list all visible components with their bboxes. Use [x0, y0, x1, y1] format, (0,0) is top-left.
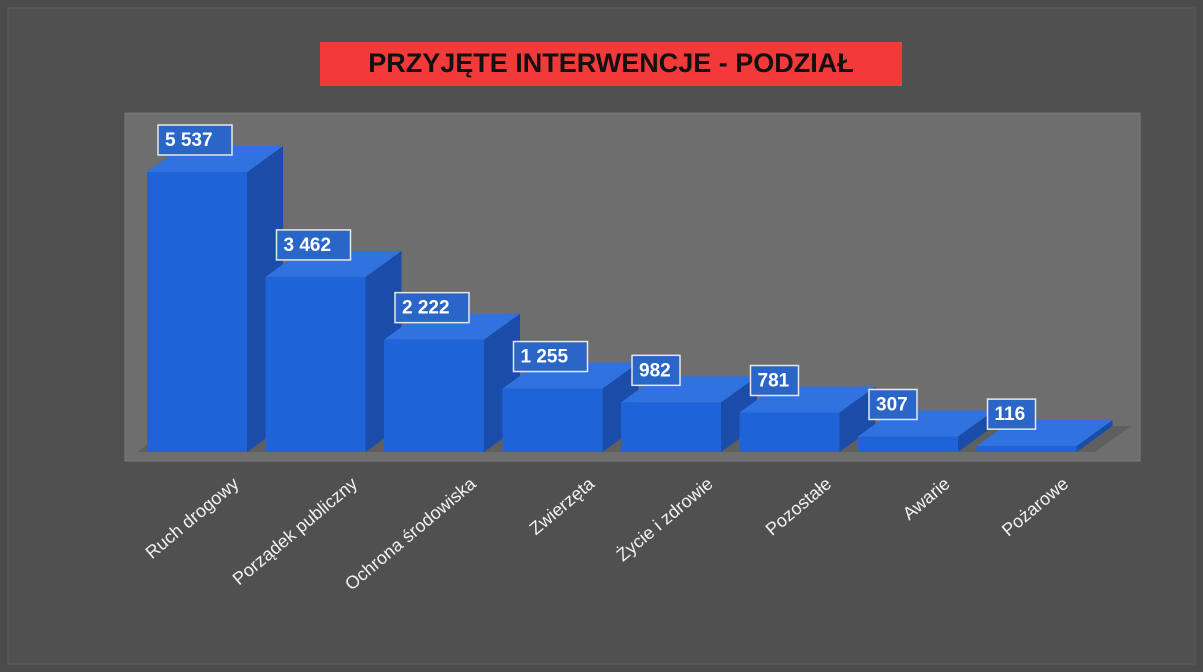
value-label: 1 255 — [521, 347, 569, 368]
bar — [858, 436, 958, 452]
value-label: 2 222 — [402, 298, 450, 319]
bar — [739, 412, 840, 452]
bar-side — [839, 386, 876, 452]
value-label-box — [275, 229, 352, 261]
bar-side — [958, 410, 994, 452]
chart-title: PRZYJĘTE INTERWENCJE - PODZIAŁ — [368, 48, 854, 78]
value-label-box — [631, 354, 681, 387]
value-label-box — [157, 124, 233, 156]
value-label-box — [749, 364, 800, 397]
value-label: 3 462 — [284, 235, 332, 256]
value-label: 982 — [639, 360, 671, 381]
value-label: 5 537 — [165, 130, 213, 151]
value-label: 307 — [876, 394, 908, 415]
bar — [384, 339, 484, 452]
value-label-box — [512, 340, 589, 373]
value-label-box — [986, 398, 1037, 430]
bar-side — [1076, 420, 1113, 452]
title-box — [320, 42, 902, 86]
bar — [976, 446, 1077, 452]
value-label-box — [394, 291, 470, 324]
bar — [265, 276, 366, 452]
value-label-box — [868, 388, 918, 421]
bar — [621, 402, 721, 452]
bar — [502, 388, 603, 452]
bar — [147, 172, 247, 452]
value-label: 116 — [995, 404, 1026, 425]
bar-side — [721, 376, 757, 452]
value-label: 781 — [758, 371, 790, 392]
